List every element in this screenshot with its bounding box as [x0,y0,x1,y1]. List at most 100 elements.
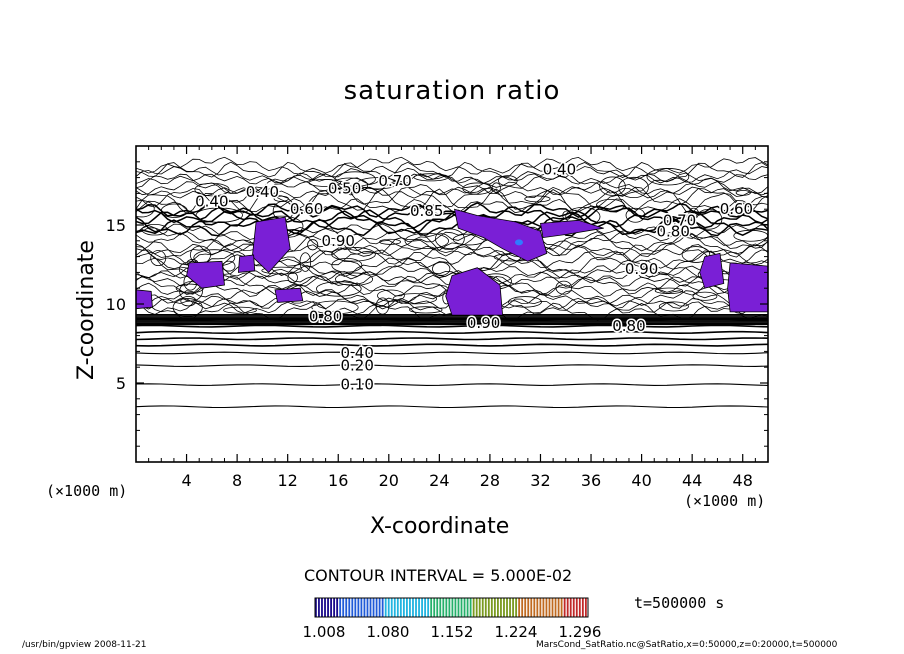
contour-interval-label: CONTOUR INTERVAL = 5.000E-02 [304,566,573,585]
contour-line [688,207,699,220]
contour-line [136,186,768,199]
contour-line [136,218,768,237]
contour-line [223,306,257,314]
contour-line [136,250,768,277]
colorbar-cell [533,598,536,617]
x-tick-label: 28 [480,471,500,490]
contour-line [136,324,768,328]
contour-line [491,182,501,193]
contour-line [136,198,768,214]
colorbar-cell [524,598,527,617]
colorbar-cell [412,598,414,617]
supersaturated-region [699,252,725,289]
colorbar-cell [396,598,399,617]
colorbar-cell [548,598,551,617]
x-unit-label-left: (×1000 m) [46,482,128,500]
contour-line [375,297,390,315]
contour-line [308,178,342,187]
contour-line [681,246,711,263]
colorbar-cell [557,598,560,617]
colorbar-cell [372,598,375,617]
contour-line [377,289,405,302]
contour-line [625,207,646,223]
contour-line [141,223,168,236]
colorbar-cell [339,598,342,617]
colorbar-cell [484,598,487,617]
colorbar-cell [539,598,542,617]
contour-line [435,228,465,250]
contour-value-label: 0.50 [328,180,361,198]
x-tick-label: 4 [181,471,191,490]
contour-line [692,291,718,301]
colorbar-cell [433,598,436,617]
contour-line [357,177,399,190]
contour-value-label: 0.80 [309,308,342,326]
colorbar-cell [500,598,502,617]
colorbar-cell [478,598,481,617]
x-tick-label: 8 [232,471,242,490]
contour-value-label: 0.90 [625,260,658,278]
contour-value-label: 0.40 [195,192,228,210]
contour-line [404,232,449,250]
supersaturated-region [453,208,548,262]
colorbar-cell [554,598,557,617]
contour-value-label: 0.90 [467,314,500,332]
colorbar-cell [518,598,521,617]
colorbar-cell [345,598,348,617]
contour-line [646,168,690,186]
x-axis-label: X-coordinate [370,514,510,539]
supersaturated-region [274,287,304,303]
contour-field: 0.400.400.400.50 0.700.60 0.850.700.800.60… [136,156,768,409]
colorbar-cell [418,598,420,617]
colorbar-cell [427,598,430,617]
contour-line [413,173,449,182]
contour-line [136,230,768,252]
colorbar-label: 1.008 [303,623,346,641]
colorbar-cell [509,598,511,617]
colorbar-cell [521,598,524,617]
colorbar-cell [578,598,581,617]
colorbar-cell [387,598,390,617]
contour-value-label: 0.60 [720,200,753,218]
contour-line [524,195,551,203]
footer-command: /usr/bin/gpview 2008-11-21 [22,640,147,650]
x-tick-label: 20 [379,471,399,490]
colorbar-cell [342,598,345,617]
colorbar-cell [360,598,363,617]
colorbar-cell [584,598,587,617]
contour-line [172,298,203,317]
colorbar-cell [448,598,451,617]
contour-line [331,247,376,262]
supersaturated-region [727,262,768,313]
contour-value-label: 0.60 [290,200,323,218]
contour-line [498,175,518,187]
contour-line [299,252,312,272]
colorbar-cell [406,598,408,617]
colorbar-cell [439,598,442,617]
colorbar-cell [460,598,463,617]
contour-line [432,261,451,276]
contour-value-label: 0.10 [340,376,373,394]
contour-line [409,306,443,314]
colorbar-cell [390,598,393,617]
colorbar-cell [527,598,530,617]
colorbar-cell [566,598,569,617]
contour-line [136,165,768,184]
contour-line [136,156,768,175]
y-tick-label: 5 [116,374,126,393]
colorbar-cell [512,598,514,617]
supersaturated-region [186,260,225,289]
colorbar-cell [421,598,423,617]
contour-line [136,383,768,386]
x-tick-label: 40 [631,471,651,490]
x-tick-label: 16 [328,471,348,490]
contour-line [136,243,768,266]
colorbar-cell [569,598,572,617]
colorbar-label: 1.224 [495,623,538,641]
colorbar-cell [454,598,457,617]
colorbar-cell [497,598,499,617]
colorbar-cell [348,598,351,617]
contour-line [261,266,302,275]
contour-line [136,173,768,186]
